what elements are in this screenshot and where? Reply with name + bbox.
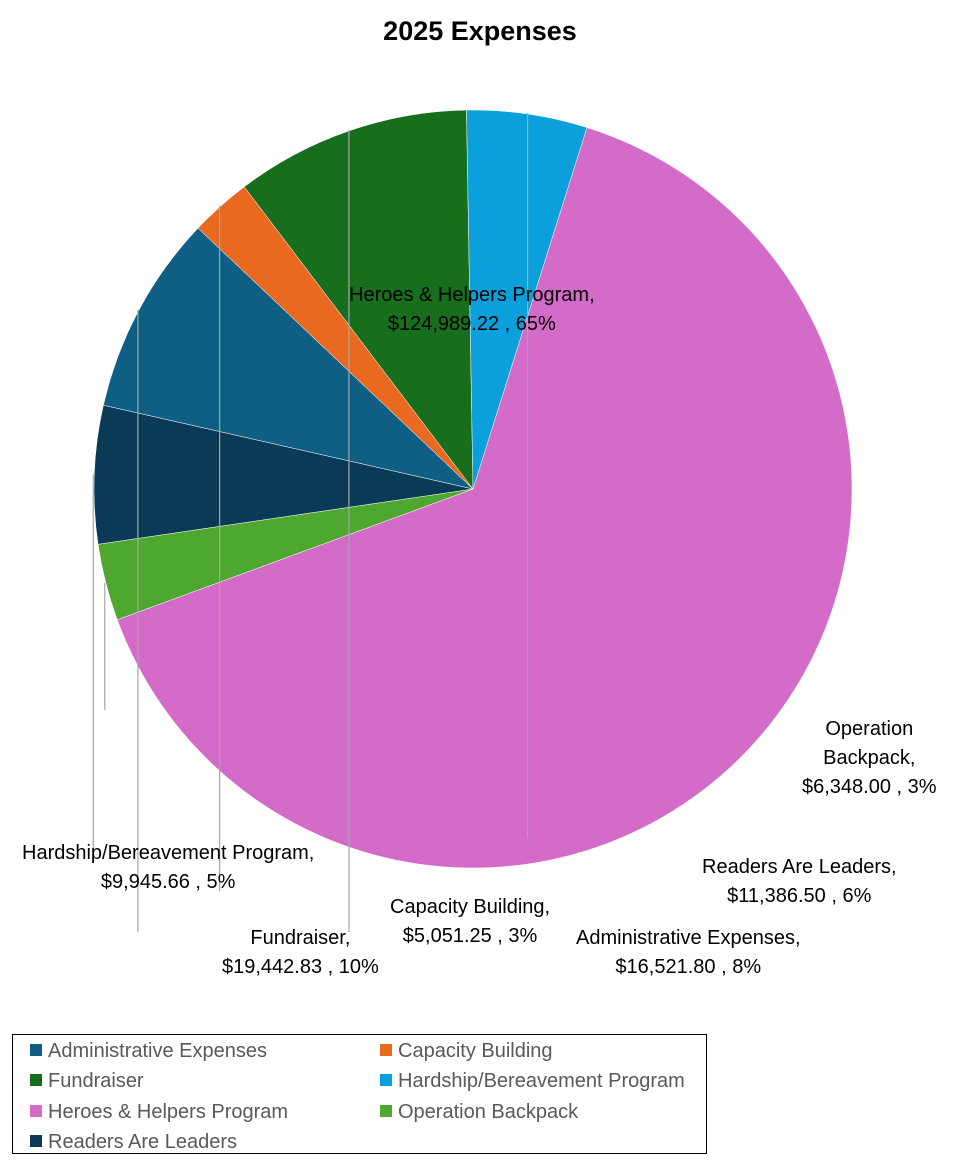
data-label-line: $19,442.83 , 10% — [222, 956, 379, 978]
data-label-fundraiser: Fundraiser, $19,442.83 , 10% — [222, 924, 379, 982]
data-label-capacity-building: Capacity Building, $5,051.25 , 3% — [390, 893, 550, 951]
legend-item-fundraiser: Fundraiser — [30, 1069, 144, 1093]
data-label-line: Operation — [825, 718, 914, 740]
pie-slice-readers-are-leaders — [93, 404, 474, 545]
legend-swatch — [30, 1074, 42, 1086]
chart-title: 2025 Expenses — [383, 16, 577, 46]
data-label-line: Backpack, — [823, 747, 916, 769]
data-label-line: $9,945.66 , 5% — [100, 871, 236, 893]
legend-label: Fundraiser — [48, 1070, 144, 1092]
data-label-line: $6,348.00 , 3% — [802, 776, 937, 798]
legend-label: Hardship/Bereavement Program — [398, 1070, 685, 1092]
data-label-heroes-helpers-program: Heroes & Helpers Program, $124,989.22 , 6… — [349, 281, 595, 339]
legend-label: Readers Are Leaders — [48, 1131, 238, 1153]
legend-item-heroes-helpers-program: Heroes & Helpers Program — [30, 1100, 288, 1124]
data-label-line: $5,051.25 , 3% — [402, 925, 538, 947]
legend-item-readers-are-leaders: Readers Are Leaders — [30, 1130, 237, 1154]
legend-item-operation-backpack: Operation Backpack — [380, 1100, 578, 1124]
data-label-line: $124,989.22 , 65% — [387, 313, 556, 335]
pie-slice-heroes-helpers-program — [116, 127, 853, 869]
leader-lines — [92, 112, 529, 932]
data-label-line: $11,386.50 , 6% — [727, 885, 872, 907]
data-label-line: Administrative Expenses, — [576, 927, 801, 949]
data-label-line: Hardship/Bereavement Program, — [22, 842, 315, 864]
legend-item-hardship-bereavement-program: Hardship/Bereavement Program — [380, 1069, 685, 1093]
data-label-line: Heroes & Helpers Program, — [349, 284, 595, 306]
data-label-readers-are-leaders: Readers Are Leaders, $11,386.50 , 6% — [702, 853, 897, 911]
legend-item-administrative-expenses: Administrative Expenses — [30, 1039, 267, 1063]
legend-label: Heroes & Helpers Program — [48, 1101, 289, 1123]
legend-swatch — [30, 1135, 42, 1147]
data-label-line: Capacity Building, — [390, 896, 551, 918]
pie-chart — [92, 109, 853, 932]
legend-swatch — [380, 1074, 392, 1086]
data-label-line: Readers Are Leaders, — [702, 856, 897, 878]
legend-item-capacity-building: Capacity Building — [380, 1039, 553, 1063]
legend-swatch — [30, 1105, 42, 1117]
legend-swatch — [380, 1044, 392, 1056]
legend-swatch — [30, 1044, 42, 1056]
data-label-operation-backpack: Operation Backpack, $6,348.00 , 3% — [802, 715, 937, 802]
legend-label: Capacity Building — [398, 1040, 553, 1062]
data-label-hardship-bereavement-program: Hardship/Bereavement Program, $9,945.66 ,… — [22, 839, 314, 897]
data-label-line: Fundraiser, — [250, 927, 351, 949]
data-label-line: $16,521.80 , 8% — [615, 956, 762, 978]
legend-swatch — [380, 1105, 392, 1117]
pie-slices — [93, 109, 853, 869]
legend-label: Operation Backpack — [398, 1101, 579, 1123]
legend: Administrative Expenses Capacity Building… — [12, 1034, 707, 1154]
data-label-administrative-expenses: Administrative Expenses, $16,521.80 , 8% — [576, 924, 801, 982]
pie-slice-administrative-expenses — [103, 227, 474, 490]
legend-label: Administrative Expenses — [48, 1040, 267, 1062]
